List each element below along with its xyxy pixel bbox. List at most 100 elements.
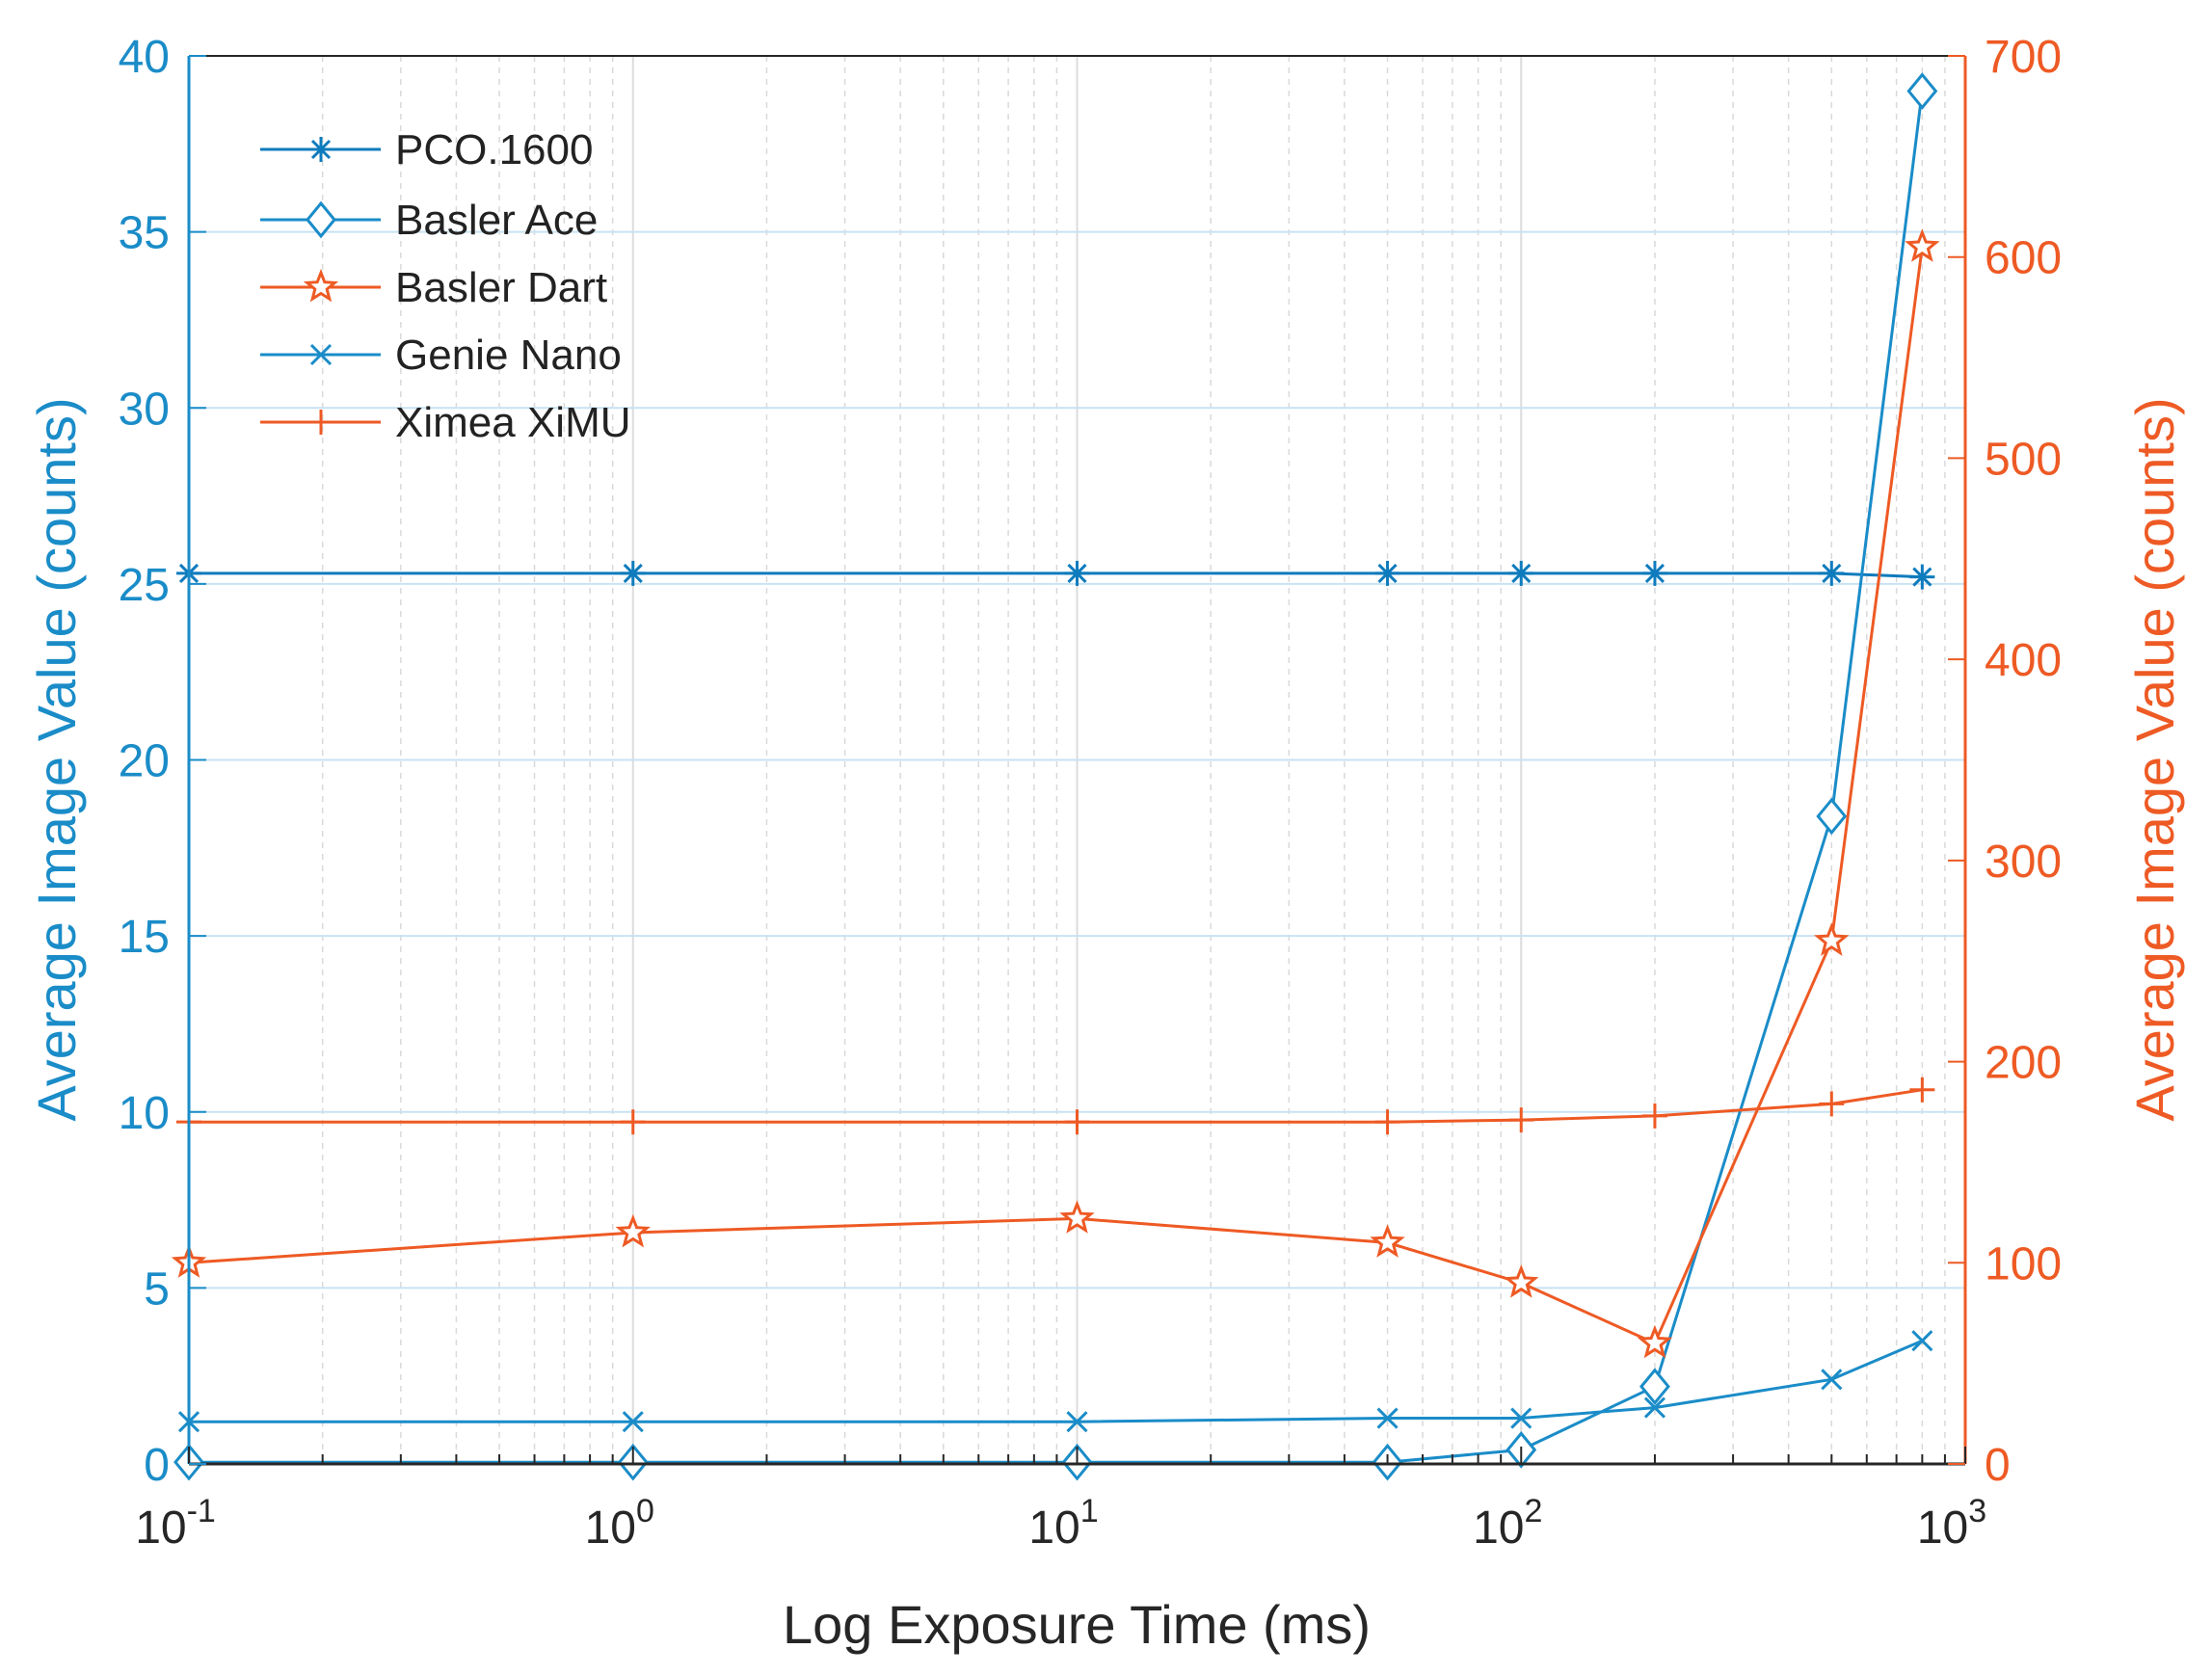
y-left-tick-label: 0 <box>144 1440 170 1491</box>
y-right-tick-label: 100 <box>1985 1238 2062 1289</box>
data-point-genie-nano <box>1510 1407 1532 1429</box>
legend-marker-asterisk-icon <box>308 137 333 162</box>
asterisk-stroke <box>1067 563 1087 583</box>
y-right-tick-label: 0 <box>1985 1440 2011 1491</box>
y-left-tick-label: 40 <box>119 32 170 83</box>
diamond-shape <box>1639 1368 1670 1406</box>
legend-item: Basler Ace <box>260 197 598 244</box>
legend-item: Genie Nano <box>260 332 622 379</box>
x-tick-label: 103 <box>1917 1493 1986 1554</box>
diamond-shape <box>306 200 336 239</box>
diamond-shape <box>1816 797 1848 836</box>
legend-marker-shape <box>306 200 336 239</box>
star-shape <box>1905 228 1940 262</box>
x-stroke <box>309 343 333 366</box>
series-line-pco-1600 <box>189 572 1923 579</box>
x-stroke <box>622 1411 644 1433</box>
data-point-pco-1600 <box>1064 560 1090 586</box>
data-point-basler-dart <box>1637 1324 1673 1359</box>
data-point-pco-1600 <box>1909 564 1935 590</box>
data-point-genie-nano <box>1911 1330 1933 1352</box>
data-point-ximea-ximu <box>620 1109 646 1135</box>
y-left-tick-label: 15 <box>119 912 170 963</box>
data-point-genie-nano <box>622 1411 644 1433</box>
data-point-pco-1600 <box>1374 560 1400 586</box>
star-shape <box>303 268 339 303</box>
legend-item: PCO.1600 <box>260 126 593 173</box>
legend-marker-shape <box>308 410 333 435</box>
data-point-ximea-ximu <box>1374 1109 1400 1135</box>
legend-label-basler-dart: Basler Dart <box>395 264 607 311</box>
star-shape <box>1370 1224 1405 1258</box>
data-point-basler-dart <box>1504 1264 1539 1298</box>
star-shape <box>1637 1324 1673 1359</box>
diamond-shape <box>1906 72 1938 110</box>
y-right-tick-label: 200 <box>1985 1038 2062 1089</box>
y-right-tick-label: 400 <box>1985 635 2062 686</box>
x-tick-label: 100 <box>585 1493 654 1554</box>
y-right-axis-title: Average Image Value (counts) <box>2124 397 2185 1121</box>
legend: PCO.1600 Basler Ace Basler Dart Genie Na… <box>260 126 631 446</box>
legend-marker-shape <box>303 268 339 303</box>
x-axis-title: Log Exposure Time (ms) <box>783 1594 1371 1655</box>
data-point-ximea-ximu <box>1909 1077 1935 1103</box>
legend-marker-x-icon <box>309 343 333 366</box>
y-left-tick-label: 5 <box>144 1263 170 1315</box>
legend-label-basler-ace: Basler Ace <box>395 197 598 244</box>
y-left-tick-label: 25 <box>119 560 170 611</box>
data-point-basler-ace <box>1906 72 1938 110</box>
legend-item: Basler Dart <box>260 264 607 311</box>
asterisk-stroke <box>1377 563 1398 583</box>
series-line-basler-dart <box>188 247 1924 1345</box>
star-shape <box>1504 1264 1539 1298</box>
series-line-basler-ace <box>189 91 1924 1464</box>
data-point-basler-dart <box>1905 228 1940 262</box>
y-left-tick-label: 10 <box>119 1088 170 1139</box>
y-right-tick-label: 700 <box>1985 32 2062 83</box>
asterisk-stroke <box>1912 567 1932 587</box>
data-point-genie-nano <box>1821 1369 1843 1391</box>
legend-marker-diamond-icon <box>306 200 336 239</box>
data-point-basler-ace <box>1816 797 1848 836</box>
star-shape <box>1814 922 1850 956</box>
data-point-genie-nano <box>1643 1396 1666 1419</box>
legend-label-genie-nano: Genie Nano <box>395 332 622 379</box>
x-tick-label: 10-1 <box>135 1493 216 1554</box>
star-shape <box>615 1213 651 1248</box>
legend-item: Ximea XiMU <box>260 399 631 446</box>
x-tick-label: 102 <box>1473 1493 1542 1554</box>
data-point-basler-dart <box>615 1213 651 1248</box>
legend-marker-plus-icon <box>308 410 333 435</box>
asterisk-stroke <box>1644 563 1666 583</box>
data-point-ximea-ximu <box>1819 1091 1845 1117</box>
x-stroke <box>1911 1330 1933 1352</box>
x-stroke <box>1510 1407 1532 1429</box>
y-left-tick-label: 35 <box>119 208 170 259</box>
legend-label-pco1600: PCO.1600 <box>395 126 593 173</box>
data-point-ximea-ximu <box>1508 1107 1534 1133</box>
x-stroke <box>1821 1369 1843 1391</box>
y-left-axis-title: Average Image Value (counts) <box>26 397 87 1121</box>
data-point-pco-1600 <box>620 560 646 586</box>
asterisk-stroke <box>1822 563 1842 583</box>
data-point-ximea-ximu <box>1064 1109 1090 1135</box>
minor-grid <box>321 56 1946 1464</box>
asterisk-stroke <box>623 563 643 583</box>
data-point-pco-1600 <box>1641 560 1667 586</box>
y-right-tick-label: 500 <box>1985 434 2062 485</box>
y-left-tick-label: 20 <box>119 736 170 787</box>
x-stroke <box>1066 1411 1088 1433</box>
data-point-basler-dart <box>1059 1200 1095 1234</box>
data-point-basler-ace <box>1639 1368 1670 1406</box>
star-shape <box>1059 1200 1095 1234</box>
series-line-ximea-ximu <box>189 1088 1923 1124</box>
data-point-basler-dart <box>1814 922 1850 956</box>
data-point-genie-nano <box>1066 1411 1088 1433</box>
series-ximea-ximu <box>176 1077 1935 1135</box>
asterisk-stroke <box>1511 563 1532 583</box>
data-point-genie-nano <box>1376 1407 1399 1429</box>
series-line-genie-nano <box>189 1339 1923 1423</box>
y-right-tick-label: 600 <box>1985 233 2062 284</box>
legend-marker-star-icon <box>303 268 339 303</box>
